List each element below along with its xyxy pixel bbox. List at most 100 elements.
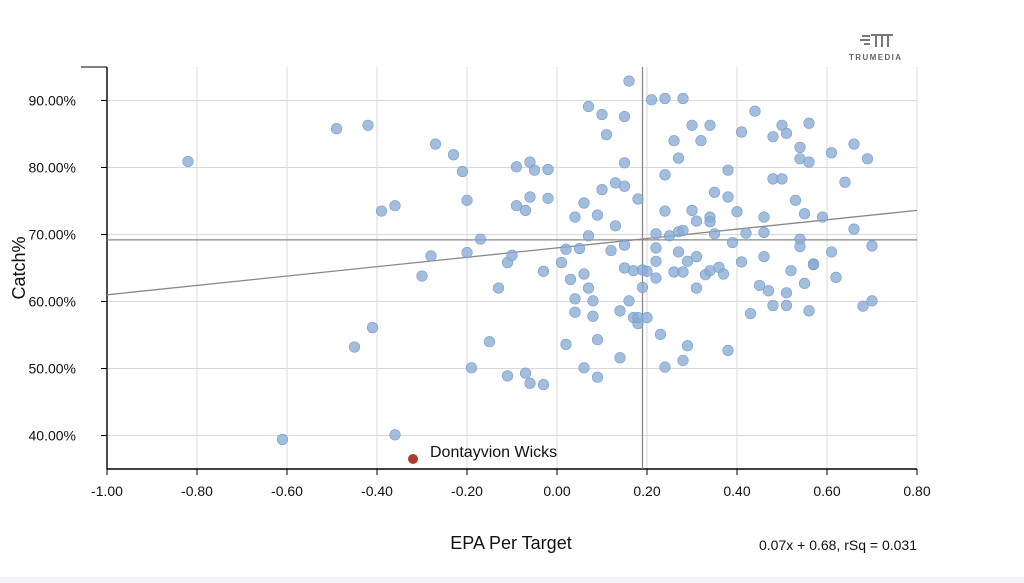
data-point[interactable] (600, 129, 613, 141)
data-point[interactable] (461, 194, 473, 206)
data-point[interactable] (726, 236, 739, 249)
data-point[interactable] (672, 246, 685, 258)
data-point[interactable] (677, 224, 689, 237)
data-point[interactable] (456, 165, 469, 178)
data-point[interactable] (645, 94, 658, 106)
data-point[interactable] (569, 306, 581, 318)
data-point[interactable] (560, 243, 572, 255)
data-point[interactable] (510, 200, 523, 212)
data-point[interactable] (605, 244, 617, 257)
data-point[interactable] (695, 135, 707, 147)
data-point[interactable] (762, 285, 775, 297)
data-point[interactable] (330, 123, 343, 135)
data-point[interactable] (780, 127, 793, 139)
data-point[interactable] (375, 205, 388, 217)
data-point[interactable] (825, 246, 838, 258)
data-point[interactable] (276, 433, 289, 446)
data-point[interactable] (578, 362, 590, 374)
data-point[interactable] (429, 138, 442, 150)
data-point[interactable] (506, 249, 518, 261)
data-point[interactable] (803, 117, 815, 129)
data-point[interactable] (461, 246, 473, 259)
data-point[interactable] (618, 239, 631, 251)
data-point[interactable] (659, 205, 671, 217)
data-point[interactable] (501, 370, 514, 382)
data-point[interactable] (717, 268, 730, 280)
data-point[interactable] (362, 119, 374, 131)
data-point[interactable] (519, 204, 532, 216)
data-point[interactable] (668, 135, 680, 147)
data-point[interactable] (659, 92, 671, 105)
data-point[interactable] (618, 110, 631, 123)
data-point[interactable] (641, 265, 653, 277)
data-point[interactable] (447, 149, 460, 161)
data-point[interactable] (636, 281, 649, 294)
data-point[interactable] (798, 208, 811, 220)
data-point[interactable] (519, 367, 532, 379)
data-point[interactable] (623, 75, 635, 87)
data-point[interactable] (389, 200, 401, 212)
data-point[interactable] (510, 161, 523, 173)
data-point[interactable] (537, 265, 550, 277)
data-point[interactable] (564, 273, 577, 285)
data-point[interactable] (366, 322, 379, 334)
data-point[interactable] (681, 255, 694, 267)
data-point[interactable] (830, 271, 842, 283)
data-point[interactable] (866, 295, 878, 307)
data-point[interactable] (569, 293, 581, 305)
data-point[interactable] (389, 429, 401, 441)
data-point[interactable] (794, 141, 806, 153)
data-point[interactable] (483, 336, 496, 348)
data-point[interactable] (857, 300, 869, 312)
data-point[interactable] (690, 215, 703, 227)
data-point[interactable] (866, 240, 878, 252)
data-point[interactable] (704, 216, 716, 228)
data-point[interactable] (650, 272, 662, 284)
data-point[interactable] (735, 126, 748, 138)
data-point[interactable] (591, 209, 604, 221)
data-point[interactable] (767, 131, 779, 143)
data-point[interactable] (686, 204, 698, 216)
data-point[interactable] (758, 226, 770, 239)
data-point[interactable] (542, 192, 554, 204)
data-point[interactable] (744, 307, 757, 320)
data-point[interactable] (677, 92, 689, 105)
data-point[interactable] (785, 265, 797, 277)
data-point[interactable] (555, 257, 568, 269)
data-point[interactable] (722, 344, 734, 357)
data-point[interactable] (614, 352, 626, 364)
data-point[interactable] (587, 310, 599, 322)
data-point[interactable] (731, 206, 743, 218)
data-point[interactable] (578, 268, 590, 280)
data-point[interactable] (573, 242, 586, 255)
data-point[interactable] (798, 277, 811, 290)
data-point[interactable] (749, 105, 761, 117)
data-point[interactable] (582, 282, 595, 294)
data-point[interactable] (807, 259, 820, 271)
data-point[interactable] (474, 233, 487, 245)
data-point[interactable] (492, 282, 505, 294)
data-point[interactable] (609, 220, 622, 232)
data-point[interactable] (650, 242, 662, 254)
data-point[interactable] (524, 191, 536, 203)
data-point[interactable] (425, 250, 437, 262)
data-point[interactable] (690, 251, 703, 263)
data-point[interactable] (825, 147, 838, 159)
data-point[interactable] (816, 211, 829, 223)
data-point[interactable] (416, 270, 428, 282)
data-point[interactable] (848, 223, 860, 235)
data-point[interactable] (708, 186, 721, 198)
data-point[interactable] (758, 211, 770, 223)
data-point[interactable] (758, 251, 770, 263)
data-point[interactable] (780, 287, 793, 299)
data-point[interactable] (537, 378, 550, 391)
data-point[interactable] (776, 173, 788, 185)
data-point[interactable] (686, 119, 698, 131)
data-point[interactable] (803, 156, 815, 168)
data-point[interactable] (681, 340, 694, 352)
data-point[interactable] (704, 119, 716, 131)
data-point[interactable] (803, 305, 815, 317)
data-point[interactable] (582, 230, 595, 242)
data-point[interactable] (789, 194, 802, 206)
data-point[interactable] (632, 193, 644, 205)
